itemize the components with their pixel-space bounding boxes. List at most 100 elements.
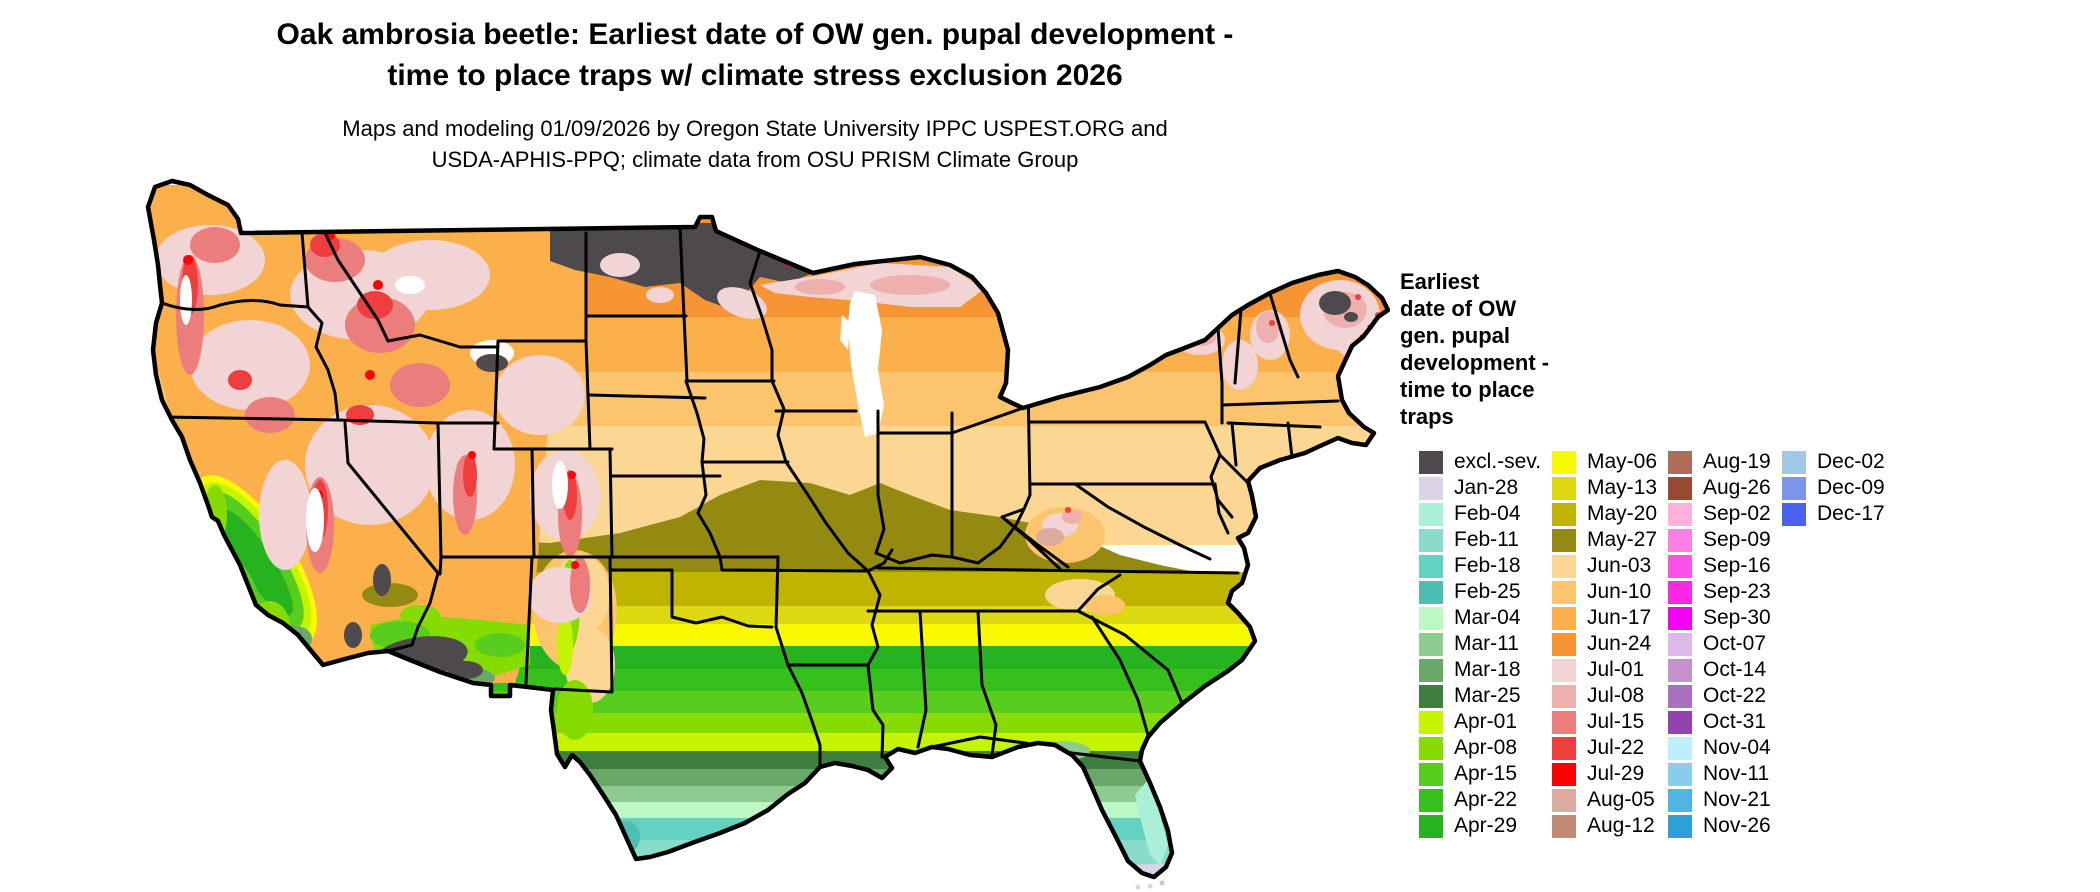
legend-swatch <box>1668 632 1692 656</box>
legend-entry: Dec-17 <box>1782 501 1885 527</box>
legend-entry: Sep-09 <box>1668 527 1771 553</box>
legend-label: Mar-18 <box>1454 658 1521 681</box>
legend-swatch <box>1419 606 1443 630</box>
legend-entry: Jul-01 <box>1552 657 1657 683</box>
legend-swatch <box>1552 658 1576 682</box>
legend-swatch <box>1552 502 1576 526</box>
legend-swatch <box>1552 684 1576 708</box>
florida-keys <box>1135 880 1165 890</box>
legend-entry: Nov-26 <box>1668 813 1771 839</box>
legend-swatch <box>1419 762 1443 786</box>
legend-label: Sep-23 <box>1703 580 1771 603</box>
legend-entry: May-06 <box>1552 449 1657 475</box>
legend-label: Apr-15 <box>1454 762 1518 785</box>
legend-title: Earliest date of OW gen. pupal developme… <box>1400 269 1550 429</box>
legend-label: May-13 <box>1587 476 1658 499</box>
legend-swatch <box>1782 502 1806 526</box>
legend-swatch <box>1552 606 1576 630</box>
legend-label: Mar-25 <box>1454 684 1521 707</box>
legend-entry: Jun-10 <box>1552 579 1657 605</box>
legend-label: Dec-09 <box>1817 476 1885 499</box>
page-subtitle: Maps and modeling 01/09/2026 by Oregon S… <box>342 116 1168 172</box>
legend-label: Apr-01 <box>1454 710 1518 733</box>
legend-label: Aug-12 <box>1587 814 1655 837</box>
legend-entry: Jul-15 <box>1552 709 1657 735</box>
legend-label: Feb-18 <box>1454 554 1521 577</box>
legend-entry: Sep-30 <box>1668 605 1771 631</box>
legend-label: Nov-11 <box>1703 762 1770 785</box>
legend-entry: Apr-22 <box>1419 787 1541 813</box>
header: Oak ambrosia beetle: Earliest date of OW… <box>120 14 1390 175</box>
legend-label: Jun-17 <box>1587 606 1652 629</box>
legend-entry: May-13 <box>1552 475 1657 501</box>
legend-label: Sep-09 <box>1703 528 1771 551</box>
legend-swatch <box>1668 476 1692 500</box>
legend-swatch <box>1419 580 1443 604</box>
page-title: Oak ambrosia beetle: Earliest date of OW… <box>276 18 1234 92</box>
legend-entry: Nov-11 <box>1668 761 1771 787</box>
legend-entry: Mar-04 <box>1419 605 1541 631</box>
legend-swatch <box>1419 736 1443 760</box>
legend-label: excl.-sev. <box>1454 450 1542 473</box>
legend-entry: Jul-29 <box>1552 761 1657 787</box>
legend-entry: Nov-21 <box>1668 787 1771 813</box>
legend-label: Apr-22 <box>1454 788 1518 811</box>
legend-entry: Feb-11 <box>1419 527 1541 553</box>
legend-swatch <box>1668 814 1692 838</box>
legend-swatch <box>1419 554 1443 578</box>
legend-swatch <box>1552 580 1576 604</box>
legend-entry: Mar-11 <box>1419 631 1541 657</box>
legend-label: Nov-26 <box>1703 814 1771 837</box>
us-conus-map <box>120 165 1390 890</box>
legend-swatch <box>1419 814 1443 838</box>
legend-label: May-06 <box>1587 450 1658 473</box>
legend-entry: Jan-28 <box>1419 475 1541 501</box>
legend-swatch <box>1419 450 1443 474</box>
legend-label: Jun-03 <box>1587 554 1652 577</box>
state-borders <box>160 225 1340 769</box>
legend-label: Nov-04 <box>1703 736 1771 759</box>
legend-label: Feb-11 <box>1454 528 1519 551</box>
legend-entry: Nov-04 <box>1668 735 1771 761</box>
legend-entry: May-20 <box>1552 501 1657 527</box>
legend-swatch <box>1668 788 1692 812</box>
legend-column-4: Dec-02 Dec-09 Dec-17 <box>1782 449 1885 527</box>
legend-entry: Sep-16 <box>1668 553 1771 579</box>
legend-label: Jun-24 <box>1587 632 1652 655</box>
legend-label: Feb-25 <box>1454 580 1521 603</box>
legend-entry: Feb-04 <box>1419 501 1541 527</box>
legend-entry: Aug-05 <box>1552 787 1657 813</box>
legend-label: Mar-11 <box>1454 632 1519 655</box>
legend-entry: Apr-01 <box>1419 709 1541 735</box>
legend-entry: Apr-08 <box>1419 735 1541 761</box>
legend-label: Oct-07 <box>1703 632 1767 655</box>
legend-swatch <box>1668 606 1692 630</box>
legend-entry: Oct-31 <box>1668 709 1771 735</box>
legend-entry: Mar-25 <box>1419 683 1541 709</box>
legend-entry: Oct-07 <box>1668 631 1771 657</box>
legend-label: Apr-08 <box>1454 736 1518 759</box>
legend-entry: Jun-24 <box>1552 631 1657 657</box>
legend-entry: Aug-19 <box>1668 449 1771 475</box>
legend-entry: Mar-18 <box>1419 657 1541 683</box>
legend-entry: Sep-23 <box>1668 579 1771 605</box>
legend-entry: Jul-08 <box>1552 683 1657 709</box>
legend-label: Aug-26 <box>1703 476 1771 499</box>
legend-swatch <box>1668 762 1692 786</box>
legend-label: Aug-19 <box>1703 450 1771 473</box>
legend-swatch <box>1419 684 1443 708</box>
legend-swatch <box>1668 684 1692 708</box>
legend-entry: Dec-02 <box>1782 449 1885 475</box>
legend-label: Jul-15 <box>1587 710 1645 733</box>
legend-label: Mar-04 <box>1454 606 1521 629</box>
legend-swatch <box>1419 788 1443 812</box>
legend-swatch <box>1419 632 1443 656</box>
legend-entry: Feb-18 <box>1419 553 1541 579</box>
legend-label: Jul-22 <box>1587 736 1645 759</box>
legend-label: Jul-29 <box>1587 762 1645 785</box>
legend-label: Jan-28 <box>1454 476 1519 499</box>
legend-swatch <box>1552 632 1576 656</box>
legend-entry: Feb-25 <box>1419 579 1541 605</box>
legend-label: Sep-16 <box>1703 554 1771 577</box>
legend-swatch <box>1419 710 1443 734</box>
